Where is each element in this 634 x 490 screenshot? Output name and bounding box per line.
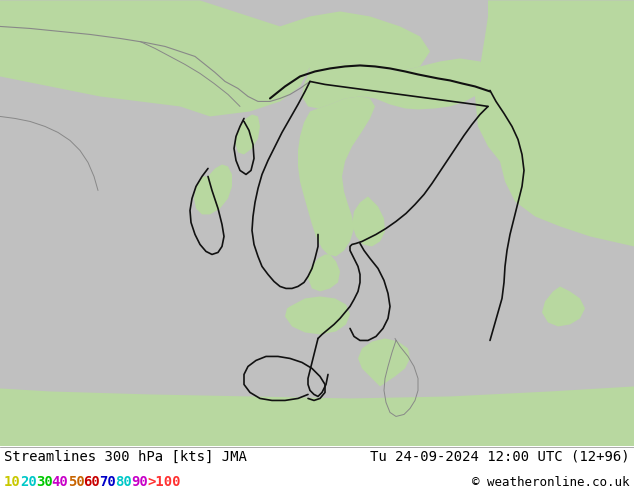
- Text: © weatheronline.co.uk: © weatheronline.co.uk: [472, 476, 630, 489]
- Text: 10: 10: [4, 475, 21, 489]
- Polygon shape: [0, 0, 310, 117]
- Text: 80: 80: [115, 475, 132, 489]
- Polygon shape: [280, 11, 430, 72]
- Text: Tu 24-09-2024 12:00 UTC (12+96): Tu 24-09-2024 12:00 UTC (12+96): [370, 450, 630, 464]
- Text: 70: 70: [100, 475, 116, 489]
- Polygon shape: [352, 196, 385, 246]
- Polygon shape: [298, 97, 375, 256]
- Polygon shape: [475, 0, 634, 246]
- Polygon shape: [308, 254, 340, 292]
- Text: 20: 20: [20, 475, 37, 489]
- Text: 50: 50: [68, 475, 84, 489]
- Text: 30: 30: [36, 475, 53, 489]
- Text: >100: >100: [147, 475, 181, 489]
- Text: 60: 60: [84, 475, 100, 489]
- Polygon shape: [194, 165, 232, 215]
- Text: 90: 90: [131, 475, 148, 489]
- Text: Streamlines 300 hPa [kts] JMA: Streamlines 300 hPa [kts] JMA: [4, 450, 247, 464]
- Polygon shape: [302, 58, 490, 109]
- Text: 40: 40: [52, 475, 68, 489]
- Polygon shape: [285, 296, 350, 335]
- Polygon shape: [358, 339, 410, 387]
- Polygon shape: [0, 387, 634, 446]
- Polygon shape: [542, 287, 585, 326]
- Polygon shape: [235, 115, 260, 154]
